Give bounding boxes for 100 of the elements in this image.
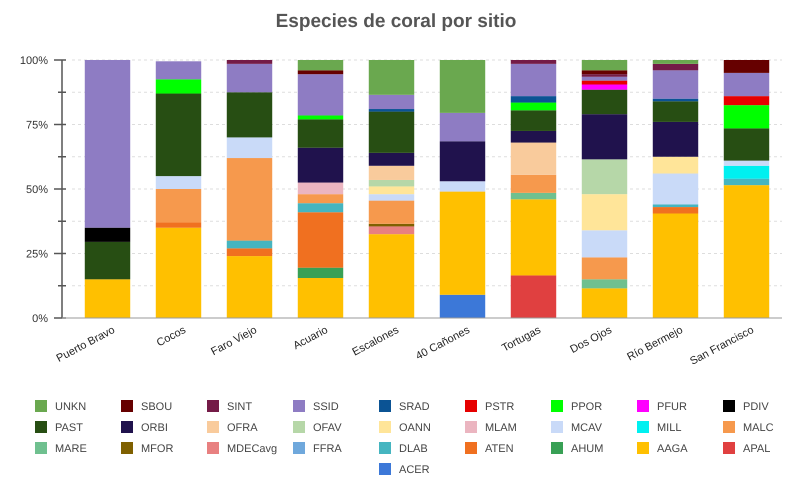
legend-label: FFRA — [313, 443, 342, 455]
legend-label: OANN — [399, 422, 431, 434]
bar — [368, 166, 414, 180]
bar — [440, 141, 486, 182]
bar — [510, 142, 556, 175]
legend-label: MALC — [743, 422, 774, 434]
bar — [440, 60, 486, 113]
legend-label: PFUR — [657, 401, 687, 413]
bar — [582, 288, 628, 318]
bar — [582, 279, 628, 288]
bar — [226, 92, 272, 138]
bar — [156, 189, 202, 223]
legend-label: PAST — [55, 422, 84, 434]
bar — [298, 203, 344, 212]
legend-label: MILL — [657, 422, 682, 434]
y-tick-label: 25% — [26, 248, 48, 260]
bar — [298, 182, 344, 194]
legend-label: PSTR — [485, 401, 514, 413]
bar — [298, 194, 344, 204]
bar — [510, 275, 556, 318]
legend-label: PDIV — [743, 401, 770, 413]
bar — [84, 60, 130, 228]
y-tick-label: 75% — [26, 120, 48, 132]
legend-label: MARE — [55, 443, 87, 455]
legend-label: MDECavg — [227, 443, 278, 455]
bar — [652, 204, 698, 208]
bar — [582, 74, 628, 77]
bar — [368, 200, 414, 224]
bar — [368, 152, 414, 166]
bar — [298, 119, 344, 148]
bar — [298, 60, 344, 70]
bar — [368, 234, 414, 318]
bar — [582, 84, 628, 90]
bar — [652, 156, 698, 174]
bar — [298, 70, 344, 74]
legend-label: ATEN — [485, 443, 514, 455]
bar — [156, 61, 202, 80]
bar — [582, 159, 628, 194]
bar — [724, 178, 770, 186]
bar — [226, 60, 272, 64]
bar — [226, 137, 272, 158]
bar — [226, 248, 272, 256]
bar — [510, 96, 556, 103]
bar — [226, 240, 272, 248]
bar — [156, 79, 202, 94]
bar — [368, 112, 414, 153]
bar — [440, 192, 486, 295]
bar — [582, 257, 628, 280]
bar — [582, 90, 628, 114]
x-tick-label: Faro Viejo — [209, 324, 259, 358]
bar — [652, 98, 698, 102]
bar — [156, 228, 202, 318]
bar — [652, 122, 698, 157]
bar — [724, 60, 770, 73]
bar — [440, 112, 486, 142]
bar — [652, 64, 698, 70]
bar — [298, 268, 344, 278]
x-tick-label: Dos Ojos — [568, 324, 614, 356]
bar — [368, 226, 414, 234]
legend-label: MCAV — [571, 422, 603, 434]
bar — [156, 176, 202, 189]
bar — [510, 192, 556, 200]
legend-label: SRAD — [399, 401, 430, 413]
bar — [724, 166, 770, 179]
bar — [510, 130, 556, 143]
bar — [510, 64, 556, 96]
legend-label: UNKN — [55, 401, 86, 413]
legend-label: OFAV — [313, 422, 342, 434]
bar — [652, 70, 698, 99]
bar — [84, 228, 130, 242]
bar — [652, 174, 698, 204]
bar — [368, 180, 414, 186]
bar — [368, 186, 414, 194]
legend-label: OFRA — [227, 422, 258, 434]
y-tick-label: 50% — [26, 184, 48, 196]
bar — [156, 222, 202, 228]
legend-label: APAL — [743, 443, 770, 455]
legend-label: SBOU — [141, 401, 172, 413]
legend-label: ORBI — [141, 422, 168, 434]
legend-label: MLAM — [485, 422, 517, 434]
legend-label: PPOR — [571, 401, 602, 413]
bar — [582, 230, 628, 258]
bar — [368, 224, 414, 226]
bar — [582, 70, 628, 74]
bar — [226, 256, 272, 318]
bar — [298, 148, 344, 183]
bar — [226, 158, 272, 241]
bar — [652, 101, 698, 122]
bar — [724, 96, 770, 106]
bar — [652, 207, 698, 214]
bar — [510, 110, 556, 131]
bar — [84, 279, 130, 318]
bar — [510, 60, 556, 64]
bar — [368, 94, 414, 110]
bar — [582, 80, 628, 85]
bar — [652, 60, 698, 64]
bar — [724, 72, 770, 96]
bar — [368, 194, 414, 201]
y-tick-label: 100% — [20, 55, 48, 67]
x-tick-label: Cocos — [154, 324, 188, 350]
